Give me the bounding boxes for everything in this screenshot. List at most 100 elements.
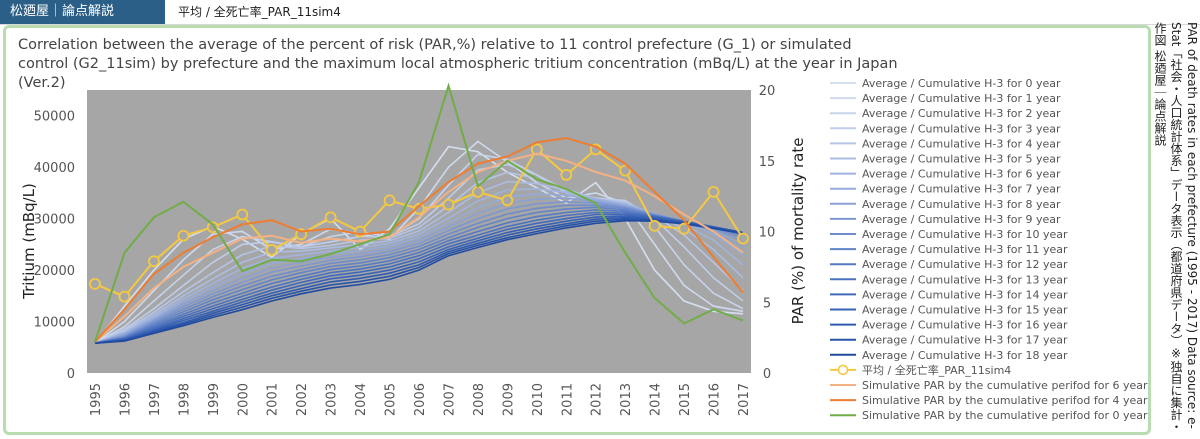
legend-entry: Average / Cumulative H-3 for 1 year	[862, 92, 1061, 105]
tritium-series-line-9	[94, 200, 744, 344]
legend-entry: Average / Cumulative H-3 for 3 year	[862, 122, 1061, 135]
x-tick-label: 2011	[560, 383, 575, 416]
legend-entry: Average / Cumulative H-3 for 9 year	[862, 213, 1061, 226]
x-axis-ticks: 1995 1996 1997 1998 1999 2000 2001 2002 2003 2004…	[89, 383, 752, 416]
x-tick-label: 2017	[737, 383, 752, 416]
tritium-series-line-11	[94, 206, 744, 344]
par-point	[737, 232, 749, 245]
x-tick-label: 2015	[678, 383, 693, 416]
par-point	[501, 194, 514, 207]
y-tick-label: 0	[67, 367, 75, 382]
x-tick-label: 2009	[501, 383, 516, 416]
par-point	[472, 185, 484, 198]
series-layer	[89, 82, 749, 344]
legend: Average / Cumulative H-3 for 0 year Avera…	[830, 77, 1148, 422]
x-tick-label: 2002	[295, 383, 310, 416]
tritium-series-line-7	[94, 193, 744, 344]
y2-tick-label: 5	[763, 296, 771, 311]
x-tick-label: 2007	[442, 383, 457, 416]
legend-entry: Average / Cumulative H-3 for 2 year	[862, 107, 1061, 120]
par-series-line-3	[94, 82, 744, 343]
y-tick-label: 40000	[34, 161, 75, 176]
tritium-series-line-16	[94, 216, 744, 344]
side-note: PAR of death rates in each prefecture (1…	[1152, 22, 1200, 439]
legend-entry: Average / Cumulative H-3 for 12 year	[862, 258, 1068, 271]
tritium-series-line-10	[94, 204, 744, 344]
x-tick-label: 2003	[325, 383, 340, 416]
x-tick-label: 2016	[708, 383, 723, 416]
legend-entry: 平均 / 全死亡率_PAR_11sim4	[862, 363, 1011, 377]
y2-tick-label: 20	[759, 84, 776, 99]
par-point	[383, 194, 396, 207]
legend-entry: Average / Cumulative H-3 for 5 year	[862, 153, 1061, 166]
y2-tick-label: 0	[763, 367, 771, 382]
par-point	[678, 222, 690, 235]
legend-entry: Average / Cumulative H-3 for 14 year	[862, 288, 1068, 301]
par-point	[442, 198, 455, 211]
y2-tick-label: 15	[759, 155, 776, 170]
y2-axis-label: PAR (%) of mortality rate	[789, 138, 807, 325]
x-tick-label: 2001	[266, 383, 281, 416]
legend-entry: Average / Cumulative H-3 for 10 year	[862, 228, 1068, 241]
x-tick-label: 2006	[413, 383, 428, 416]
brand-label[interactable]: 松廼屋｜論点解説	[0, 0, 165, 24]
x-tick-label: 2012	[590, 383, 605, 416]
y-tick-label: 10000	[34, 316, 75, 331]
legend-entry: Average / Cumulative H-3 for 7 year	[862, 183, 1061, 196]
par-point	[148, 255, 160, 268]
par-point	[236, 208, 249, 221]
par-point	[707, 185, 720, 198]
x-tick-label: 1998	[177, 383, 192, 416]
breadcrumb: 平均 / 全死亡率_PAR_11sim4	[178, 5, 341, 19]
x-tick-label: 2013	[619, 383, 634, 416]
x-tick-label: 1996	[118, 383, 133, 416]
y2-tick-label: 10	[759, 226, 776, 241]
par-point	[648, 219, 661, 232]
par-point	[560, 168, 573, 181]
legend-entry: Average / Cumulative H-3 for 13 year	[862, 273, 1068, 286]
par-point	[177, 229, 190, 242]
top-bar: 松廼屋｜論点解説 平均 / 全死亡率_PAR_11sim4	[0, 0, 1200, 25]
par-series-line-2	[94, 137, 744, 343]
legend-marker	[837, 364, 849, 376]
tritium-series-line-8	[94, 197, 744, 344]
legend-entry: Average / Cumulative H-3 for 17 year	[862, 334, 1068, 347]
legend-entry: Simulative PAR by the cumulative perifod…	[862, 409, 1148, 422]
chart-title: Correlation between the average of the p…	[18, 37, 898, 91]
par-point	[265, 243, 278, 256]
par-series-line-1	[94, 152, 744, 343]
legend-entry: Average / Cumulative H-3 for 11 year	[862, 243, 1068, 256]
y-axis-ticks: 0 10000 20000 30000 40000 50000	[34, 110, 75, 382]
y2-axis-ticks: 0 5 10 15 20	[759, 84, 776, 382]
tritium-series-line-18	[94, 219, 744, 344]
x-tick-label: 1999	[207, 383, 222, 416]
par-point	[89, 277, 101, 290]
legend-entry: Simulative PAR by the cumulative perifod…	[862, 379, 1148, 392]
par-point	[413, 202, 425, 215]
legend-entry: Average / Cumulative H-3 for 4 year	[862, 137, 1061, 150]
x-tick-label: 2014	[649, 383, 664, 416]
side-note-line-1: PAR of death rates in each prefecture (1…	[1153, 22, 1199, 433]
legend-entry: Average / Cumulative H-3 for 0 year	[862, 77, 1061, 90]
x-tick-label: 2004	[354, 383, 369, 416]
x-tick-label: 1995	[89, 383, 104, 416]
legend-entry: Simulative PAR by the cumulative perifod…	[862, 394, 1148, 407]
y-tick-label: 30000	[34, 213, 75, 228]
legend-entry: Average / Cumulative H-3 for 18 year	[862, 349, 1068, 362]
x-tick-label: 2008	[472, 383, 487, 416]
tritium-series-line-15	[94, 215, 744, 344]
tritium-series-line-13	[94, 211, 744, 344]
x-tick-label: 2005	[384, 383, 399, 416]
x-tick-label: 1997	[148, 383, 163, 416]
legend-entry: Average / Cumulative H-3 for 8 year	[862, 198, 1061, 211]
par-point	[118, 290, 131, 303]
y-axis-label: Tritium (mBq/L)	[20, 183, 38, 300]
x-tick-label: 2010	[531, 383, 546, 416]
legend-entry: Average / Cumulative H-3 for 6 year	[862, 168, 1061, 181]
chart-svg: 0 10000 20000 30000 40000 50000 0 5 10 15 20 1995…	[20, 77, 1148, 422]
legend-entry: Average / Cumulative H-3 for 15 year	[862, 304, 1068, 317]
y-tick-label: 20000	[34, 264, 75, 279]
par-point	[324, 211, 337, 224]
tritium-series-line-14	[94, 213, 744, 344]
legend-entry: Average / Cumulative H-3 for 16 year	[862, 319, 1068, 332]
